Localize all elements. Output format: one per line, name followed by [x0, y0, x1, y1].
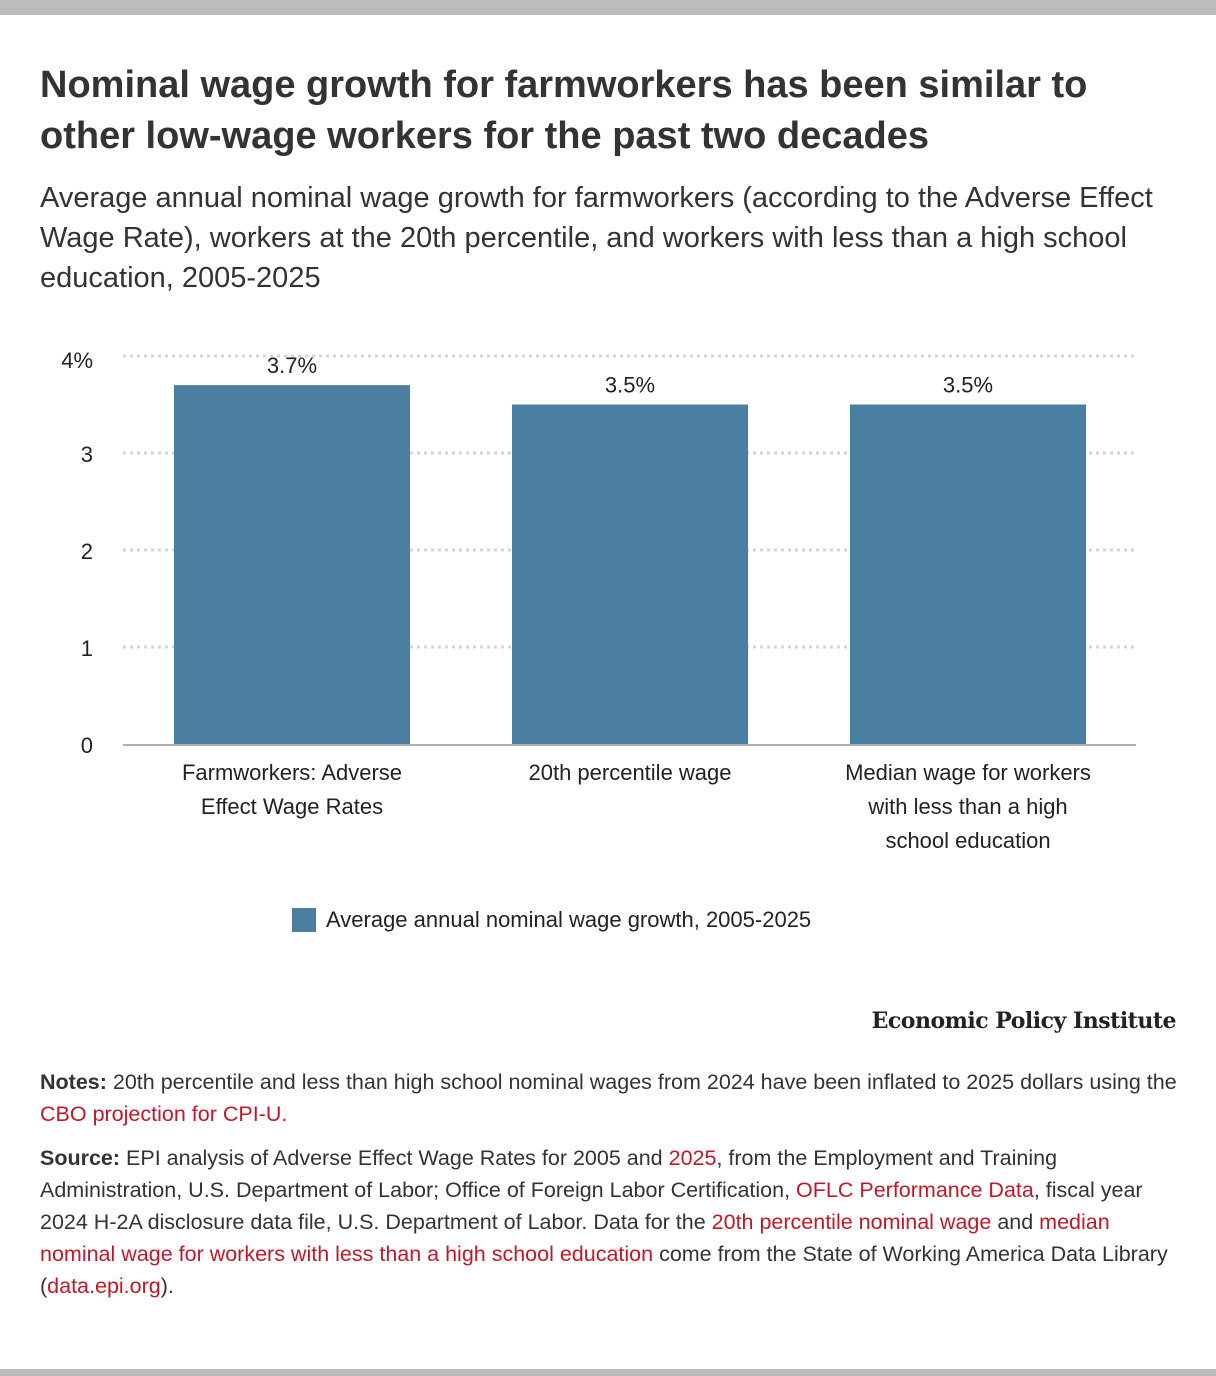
- bottom-border: [0, 1369, 1216, 1376]
- y-tick-label: 1: [81, 636, 93, 661]
- bar-chart: 0 1 2 3 4% 3.7% Farmworkers: Adverse Effect Wag…: [61, 348, 1136, 853]
- top-border: [0, 0, 1216, 15]
- notes-label: Notes:: [40, 1070, 107, 1094]
- footnote-text: 20th percentile and less than high schoo…: [106, 1070, 1177, 1094]
- footnote-text: , from the Employment and Training Admin…: [40, 1146, 1058, 1202]
- bar: [850, 404, 1086, 744]
- footnote-text: and: [991, 1210, 1040, 1234]
- footnote-text: EPI analysis of Adverse Effect Wage Rate…: [120, 1146, 669, 1170]
- source-label: Source:: [40, 1146, 121, 1170]
- y-tick-label: 3: [81, 442, 93, 467]
- bar: [512, 404, 748, 744]
- data-label: 3.5%: [605, 373, 655, 398]
- data-label: 3.5%: [943, 373, 993, 398]
- y-tick-label: 4%: [61, 348, 93, 373]
- x-tick-label: Effect Wage Rates: [201, 794, 383, 819]
- footnote-text: ).: [160, 1274, 174, 1298]
- x-tick-label: Farmworkers: Adverse: [182, 760, 402, 785]
- chart-subtitle: Average annual nominal wage growth for f…: [40, 182, 1153, 294]
- source-link[interactable]: CBO projection for CPI-U.: [40, 1102, 288, 1126]
- legend: Average annual nominal wage growth, 2005…: [292, 907, 811, 933]
- legend-swatch: [292, 908, 316, 932]
- brand-logo: Economic Policy Institute: [871, 1008, 1177, 1034]
- x-tick-label: Median wage for workers: [845, 760, 1091, 785]
- bar: [174, 385, 410, 744]
- source-link[interactable]: OFLC Performance Data: [796, 1178, 1034, 1202]
- y-tick-label: 0: [81, 733, 93, 758]
- source-link[interactable]: data.epi.org: [47, 1274, 161, 1298]
- footnote-text: come from the State of Working America D…: [40, 1242, 1168, 1298]
- chart-title: Nominal wage growth for farmworkers has …: [40, 64, 1088, 157]
- source-link[interactable]: median nominal wage for workers with les…: [40, 1210, 1110, 1266]
- x-tick-label: 20th percentile wage: [528, 760, 731, 785]
- data-label: 3.7%: [267, 353, 317, 378]
- x-tick-label: school education: [885, 828, 1050, 853]
- y-tick-label: 2: [81, 539, 93, 564]
- footnote-text: , fiscal year 2024 H-2A disclosure data …: [40, 1178, 1143, 1234]
- source: Source: EPI analysis of Adverse Effect W…: [40, 1142, 1180, 1302]
- source-link[interactable]: 20th percentile nominal wage: [711, 1210, 992, 1234]
- footnotes: Notes: 20th percentile and less than hig…: [40, 1066, 1180, 1314]
- legend-label: Average annual nominal wage growth, 2005…: [326, 907, 812, 932]
- notes: Notes: 20th percentile and less than hig…: [40, 1066, 1180, 1130]
- x-tick-label: with less than a high: [867, 794, 1067, 819]
- source-link[interactable]: 2025: [668, 1146, 717, 1170]
